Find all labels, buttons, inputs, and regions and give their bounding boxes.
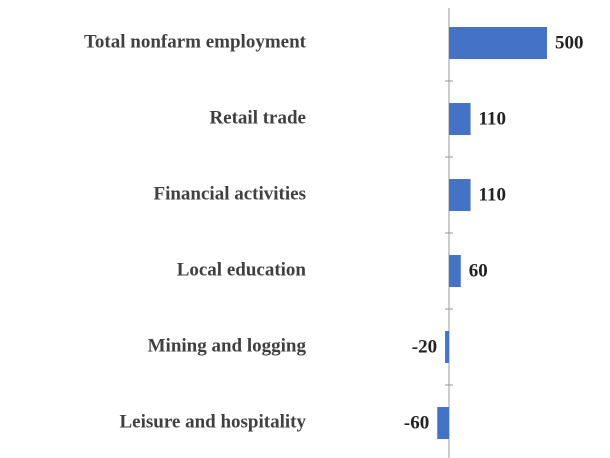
- category-label: Financial activities: [153, 183, 306, 204]
- data-label: 110: [479, 108, 506, 129]
- category-label: Retail trade: [209, 107, 306, 128]
- category-label: Local education: [177, 259, 307, 280]
- bar: [449, 103, 471, 135]
- data-label: 110: [479, 184, 506, 205]
- data-label: -20: [412, 336, 437, 357]
- bar: [449, 255, 461, 287]
- bar: [445, 331, 449, 363]
- data-label: -60: [404, 412, 429, 433]
- category-label: Mining and logging: [148, 335, 307, 356]
- data-label: 500: [555, 32, 584, 53]
- data-label: 60: [469, 260, 488, 281]
- bar: [449, 179, 471, 211]
- bar: [437, 407, 449, 439]
- category-label: Total nonfarm employment: [84, 31, 307, 52]
- category-label: Leisure and hospitality: [119, 411, 306, 432]
- bar: [449, 27, 547, 59]
